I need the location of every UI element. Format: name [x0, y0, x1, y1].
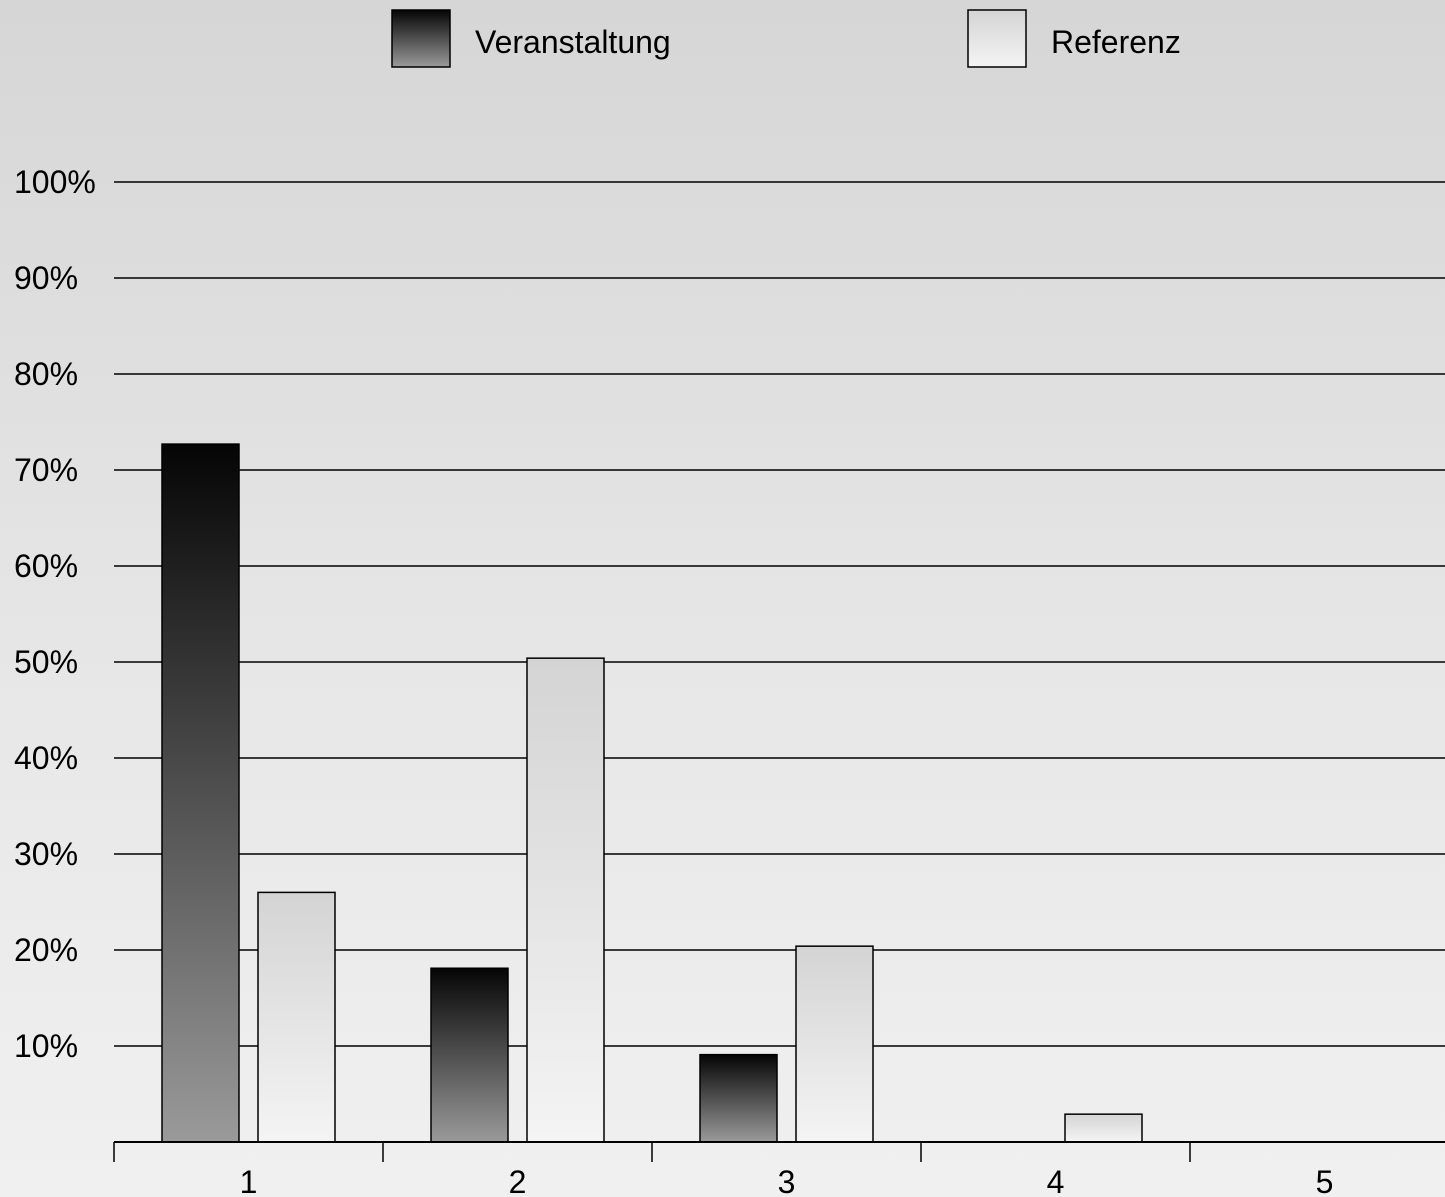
x-tick-label-5: 5 — [1316, 1164, 1334, 1197]
legend-label-referenz: Referenz — [1051, 24, 1181, 60]
gridlines — [114, 181, 1445, 1047]
bar-referenz-4 — [1064, 1113, 1143, 1143]
x-tick-label-1: 1 — [240, 1164, 258, 1197]
y-tick-label-50pct: 50% — [14, 644, 78, 680]
y-tick-label-40pct: 40% — [14, 740, 78, 776]
bar-veranstaltung-3 — [699, 1053, 778, 1143]
y-axis-tick-labels: 10% 20% 30% 40% 50% 60% 70% 80% 90% 100% — [14, 164, 96, 1064]
bar-referenz-2 — [526, 657, 605, 1143]
y-tick-label-70pct: 70% — [14, 452, 78, 488]
legend-swatch-referenz — [967, 9, 1027, 68]
bar-veranstaltung-1 — [161, 443, 240, 1143]
y-tick-label-90pct: 90% — [14, 260, 78, 296]
x-axis: 1 2 3 4 5 — [113, 1141, 1445, 1197]
y-tick-label-30pct: 30% — [14, 836, 78, 872]
legend-swatch-veranstaltung — [391, 9, 451, 68]
legend-item-veranstaltung: Veranstaltung — [391, 9, 671, 68]
x-tick-label-2: 2 — [509, 1164, 527, 1197]
y-tick-label-60pct: 60% — [14, 548, 78, 584]
legend-label-veranstaltung: Veranstaltung — [475, 24, 671, 60]
bars — [161, 443, 1143, 1143]
x-tick-label-4: 4 — [1047, 1164, 1065, 1197]
legend: Veranstaltung Referenz — [391, 9, 1181, 68]
y-tick-label-20pct: 20% — [14, 932, 78, 968]
y-tick-label-10pct: 10% — [14, 1028, 78, 1064]
x-tick-label-3: 3 — [778, 1164, 796, 1197]
legend-item-referenz: Referenz — [967, 9, 1181, 68]
y-tick-label-100pct: 100% — [14, 164, 96, 200]
bar-referenz-3 — [795, 945, 874, 1143]
y-tick-label-80pct: 80% — [14, 356, 78, 392]
bar-veranstaltung-2 — [430, 967, 509, 1143]
bar-referenz-1 — [257, 891, 336, 1143]
